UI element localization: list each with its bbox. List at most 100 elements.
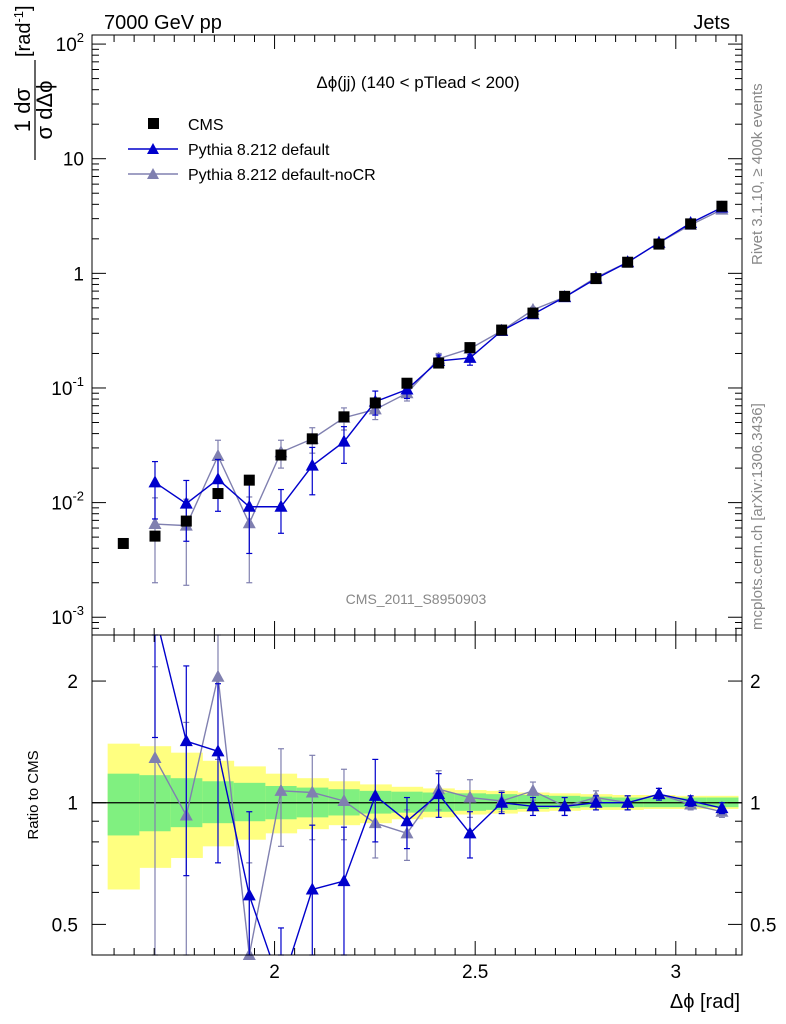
main-default-point	[242, 499, 256, 512]
y-tick-label-exponent: 2	[77, 30, 84, 45]
legend-cms-label: CMS	[188, 117, 224, 134]
y-tick-label: 10-2	[51, 489, 84, 515]
ratio-default-point	[242, 888, 256, 901]
rivet-version-label: Rivet 3.1.10, ≥ 400k events	[749, 83, 766, 265]
ratio-default-point	[652, 787, 666, 800]
ratio-y-tick-label: 1	[67, 794, 78, 815]
ratio-default-point	[337, 874, 351, 887]
ratio-series-layer	[148, 634, 729, 960]
x-tick-label: 2.5	[462, 962, 488, 983]
main-cms-point	[685, 218, 697, 230]
legend-default-marker	[147, 143, 159, 154]
ratio-default-point	[179, 734, 193, 747]
main-y-axis-label: 1 dσ σ dΔϕ [rad-1]	[10, 5, 57, 160]
main-cms-point	[338, 411, 350, 423]
y-tick-label-base: 10	[63, 150, 84, 171]
ratio-y-tick-label: 0.5	[52, 915, 78, 936]
ratio-nocr-point	[526, 783, 540, 796]
legend-nocr-label: Pythia 8.212 default-noCR	[188, 167, 376, 184]
ratio-nocr-point	[211, 669, 225, 682]
legend-default-label: Pythia 8.212 default	[188, 142, 330, 159]
main-cms-point	[149, 530, 161, 542]
ratio-y-axis-label: Ratio to CMS	[25, 750, 42, 839]
main-cms-point	[590, 273, 602, 285]
ratio-y-tick-label: 1	[750, 794, 761, 815]
main-cms-point	[496, 324, 508, 336]
main-cms-point	[306, 433, 318, 445]
main-series-layer	[117, 200, 729, 586]
ratio-nocr-point	[337, 793, 351, 806]
main-cms-point	[180, 515, 192, 527]
ratio-x-axis-ticks: 2 2.5 3	[113, 635, 737, 983]
main-default-point	[337, 434, 351, 447]
ratio-default-point	[400, 814, 414, 827]
y-tick-label-exponent: -1	[72, 374, 84, 389]
main-cms-point	[212, 488, 224, 500]
ratio-nocr-point	[274, 783, 288, 796]
ratio-nocr-point	[148, 751, 162, 764]
y-label-unit: [rad-1]	[11, 5, 35, 57]
y-tick-label: 102	[56, 30, 84, 56]
y-tick-label: 10-1	[51, 374, 84, 400]
ratio-nocr-point	[305, 785, 319, 798]
ratio-default-point	[432, 787, 446, 800]
x-tick-label: 3	[671, 962, 682, 983]
ratio-default-point	[463, 826, 477, 839]
y-tick-label-base: 10	[51, 608, 72, 629]
ratio-y-tick-label: 2	[67, 672, 78, 693]
main-cms-point	[653, 238, 665, 250]
ratio-default-point	[715, 801, 729, 814]
main-x-axis-ticks	[113, 35, 737, 635]
main-default-point	[211, 472, 225, 485]
ratio-band-inner	[107, 773, 140, 836]
header-energy-label: 7000 GeV pp	[104, 12, 222, 34]
y-tick-label-exponent: -3	[72, 603, 84, 618]
y-tick-label-base: 10	[56, 35, 77, 56]
legend: CMS Pythia 8.212 default Pythia 8.212 de…	[128, 117, 376, 184]
ratio-plot-panel: 0.5 0.5 1 1 2 2 2 2.5 3 Ratio to CMS Δϕ [rad]	[25, 634, 776, 1013]
main-cms-point	[433, 357, 445, 369]
main-cms-point	[527, 307, 539, 319]
y-tick-label-base: 10	[51, 379, 72, 400]
analysis-watermark: CMS_2011_S8950903	[346, 591, 487, 607]
main-default-point	[148, 475, 162, 488]
ratio-default-point	[558, 799, 572, 812]
mcplots-label: mcplots.cern.ch [arXiv:1306.3436]	[749, 403, 766, 630]
header-process-label: Jets	[693, 12, 730, 34]
y-label-numerator: 1 dσ	[10, 88, 35, 133]
ratio-default-point	[368, 788, 382, 801]
y-label-unit-text: [rad	[13, 23, 35, 57]
y-tick-label: 10	[63, 150, 84, 171]
ratio-default-point	[589, 795, 603, 808]
x-tick-label: 2	[269, 962, 280, 983]
main-cms-point	[622, 256, 634, 268]
main-default-point	[179, 496, 193, 509]
main-cms-point	[716, 200, 728, 212]
main-cms-point	[243, 474, 255, 486]
main-cms-point	[117, 537, 129, 549]
plot-title: Δϕ(jj) (140 < pTlead < 200)	[316, 73, 519, 92]
main-cms-point	[369, 397, 381, 409]
y-tick-label-exponent: -2	[72, 489, 84, 504]
y-tick-label: 1	[73, 264, 84, 285]
y-tick-label: 10-3	[51, 603, 84, 629]
ratio-y-tick-label: 0.5	[750, 915, 776, 936]
ratio-nocr-point	[463, 790, 477, 803]
ratio-uncertainty-bands	[107, 743, 739, 890]
main-default-point	[274, 499, 288, 512]
ratio-plot-frame	[91, 634, 743, 956]
y-tick-label-base: 1	[73, 264, 84, 285]
x-axis-label: Δϕ [rad]	[670, 991, 740, 1013]
ratio-default-point	[621, 795, 635, 808]
y-label-unit-sup: -1	[11, 11, 26, 23]
main-nocr-point	[148, 517, 162, 530]
ratio-default-point	[684, 793, 698, 806]
y-label-denominator: σ dΔϕ	[32, 81, 57, 140]
y-tick-label-base: 10	[51, 494, 72, 515]
legend-cms-marker	[148, 118, 159, 129]
ratio-default-point	[211, 744, 225, 757]
legend-nocr-marker	[147, 168, 159, 179]
